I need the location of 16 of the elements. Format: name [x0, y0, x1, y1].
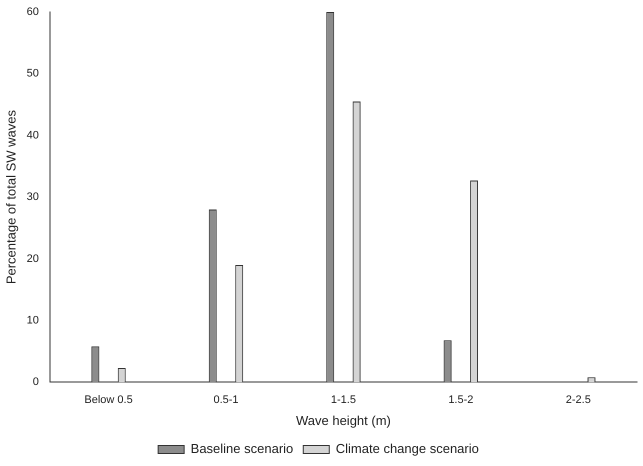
y-tick-label: 30 — [26, 191, 39, 204]
x-tick-label: 1-1.5 — [330, 394, 356, 406]
y-tick-label: 50 — [26, 68, 39, 80]
x-tick-label: Below 0.5 — [84, 394, 133, 406]
y-axis-title: Percentage of total SW waves — [3, 110, 18, 284]
x-tick-label: 2-2.5 — [566, 394, 591, 406]
y-tick-label: 10 — [26, 314, 39, 327]
y-tick-label: 40 — [26, 129, 39, 142]
y-tick-label: 20 — [26, 252, 39, 265]
legend-label: Climate change scenario — [336, 441, 479, 456]
x-tick-label: 1.5-2 — [448, 394, 474, 406]
legend-label: Baseline scenario — [190, 441, 294, 456]
y-tick-label: 60 — [26, 6, 39, 18]
x-axis-title: Wave height (m) — [296, 412, 391, 428]
y-tick-label: 0 — [32, 376, 39, 388]
x-tick-label: 0.5-1 — [213, 394, 239, 406]
